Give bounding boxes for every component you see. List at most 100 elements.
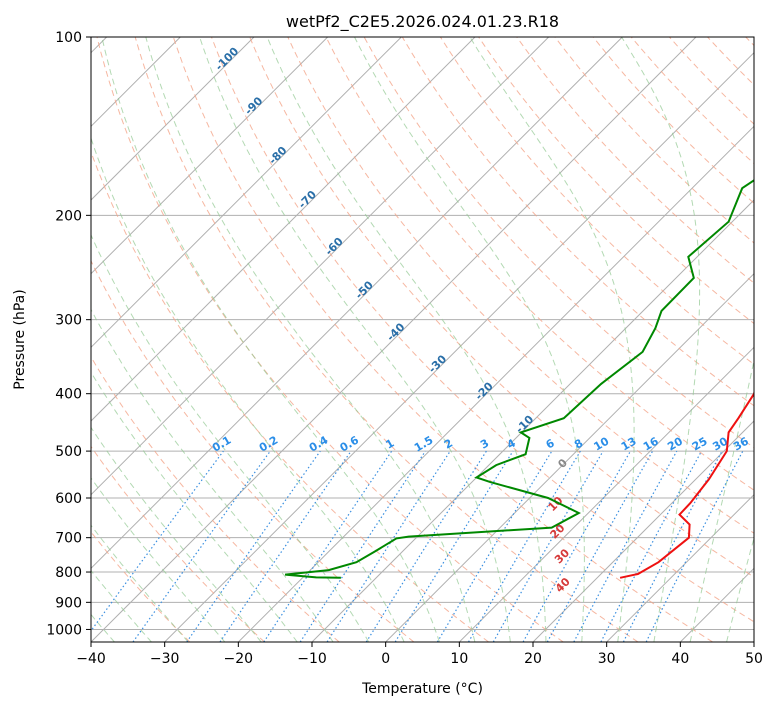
isotherm-line [91,37,697,642]
isotherm-line [532,420,754,642]
mixing-ratio-line [263,450,393,642]
isotherm-line [91,37,402,349]
moist-adiabat-line [101,37,440,642]
isotherm-line [311,199,754,642]
y-tick-label: 300 [55,313,82,329]
mixing-ratio-label: 4 [505,436,518,451]
x-tick-label: 50 [745,651,763,667]
y-tick-label: 600 [55,491,82,507]
dry-adiabat-line [401,37,754,407]
dry-adiabat-line [516,37,754,284]
moist-adiabat-line [91,524,189,642]
mixing-ratio-line [394,450,514,642]
y-tick-label: 1000 [46,622,82,638]
mixing-ratio-label: 6 [544,436,557,451]
x-tick-label: 0 [381,651,390,667]
dry-adiabat-line [91,531,191,642]
moist-adiabat-line [91,371,298,642]
mixing-ratio-line [522,450,632,642]
x-tick-label: 20 [524,651,542,667]
dry-adiabat-line [630,37,754,165]
mixing-ratio-line [365,450,487,642]
moist-adiabat-line [354,37,585,642]
dry-adiabat-line [172,37,713,642]
moist-adiabat-line [469,37,635,642]
mixing-ratio-line [326,450,451,642]
dry-adiabat-line [211,37,754,623]
isotherm-line [753,641,754,642]
mixing-ratio-line [186,450,321,642]
x-tick-label: 10 [450,651,468,667]
moist-adiabat-line [91,308,334,642]
dry-adiabat-line [669,37,754,125]
mixing-ratio-label: 2 [442,437,455,452]
isotherm-line [91,37,476,422]
isotherm-line [164,51,754,642]
dry-adiabat-line [249,37,754,578]
dry-adiabat-line [91,445,265,642]
temperature-profile-line [619,389,754,579]
dry-adiabat-label: -60 [323,235,346,258]
x-tick-label: −10 [297,651,327,667]
isotherm-line [91,37,255,201]
background-lines [91,37,754,642]
isotherm-line [458,346,754,642]
moist-adiabat-label: 40 [553,575,573,595]
dry-adiabat-label: -10 [513,412,536,435]
moist-adiabat-line [266,37,547,642]
moist-adiabat-line [621,37,701,642]
x-tick-label: −20 [224,651,254,667]
y-tick-label: 700 [55,531,82,547]
dry-adiabat-label: -100 [213,44,242,73]
mixing-ratio-line [467,450,581,642]
y-axis-ticks: 100 200 300 400 500 600 700 800 900 1000 [46,30,91,638]
dry-adiabat-label: -70 [296,188,319,211]
y-tick-label: 100 [55,30,82,46]
dry-adiabat-label: -30 [426,352,449,375]
chart-title: wetPf2_C2E5.2026.024.01.23.R18 [286,12,559,32]
plot-frame [90,36,755,643]
y-tick-label: 500 [55,444,82,460]
dry-adiabat-line [325,37,754,491]
sounding-profiles [284,179,754,579]
mixing-ratio-line [91,450,224,632]
dry-adiabat-label: -80 [266,144,289,167]
isotherm-line [606,493,754,642]
moist-adiabat-line [91,426,262,642]
dewpoint-profile-line [284,179,754,579]
mixing-ratio-line [492,450,604,642]
dry-adiabat-label: -50 [353,278,376,301]
moist-adiabat-label: 10 [546,494,566,514]
mixing-ratio-line [132,450,271,642]
y-tick-label: 400 [55,387,82,403]
x-tick-label: −40 [76,651,106,667]
y-tick-label: 800 [55,565,82,581]
moist-adiabat-label: 0 [555,456,570,471]
moist-adiabat-line [91,136,405,642]
moist-adiabat-line [91,569,152,642]
dry-adiabat-line [554,37,754,244]
mixing-ratio-line [573,450,678,642]
x-tick-label: 40 [671,651,689,667]
mixing-ratio-line [299,450,426,642]
y-tick-label: 900 [55,595,82,611]
dry-adiabat-line [134,37,639,642]
isotherm-line [91,37,550,496]
isotherm-line [91,37,623,570]
moist-adiabat-line [91,233,370,642]
dry-adiabat-label: -90 [242,94,265,117]
dry-adiabat-line [478,37,754,325]
x-tick-label: −30 [150,651,180,667]
dry-adiabat-line [91,259,415,642]
moist-adiabat-line [726,536,754,642]
mixing-ratio-line [219,450,352,642]
mixing-ratio-line [546,450,654,642]
x-tick-label: 30 [598,651,616,667]
mixing-ratio-label: 3 [478,437,491,452]
isotherm-line [91,37,329,275]
y-axis-label: Pressure (hPa) [12,289,28,389]
dry-adiabat-line [592,37,754,204]
mixing-ratio-line [436,450,553,642]
